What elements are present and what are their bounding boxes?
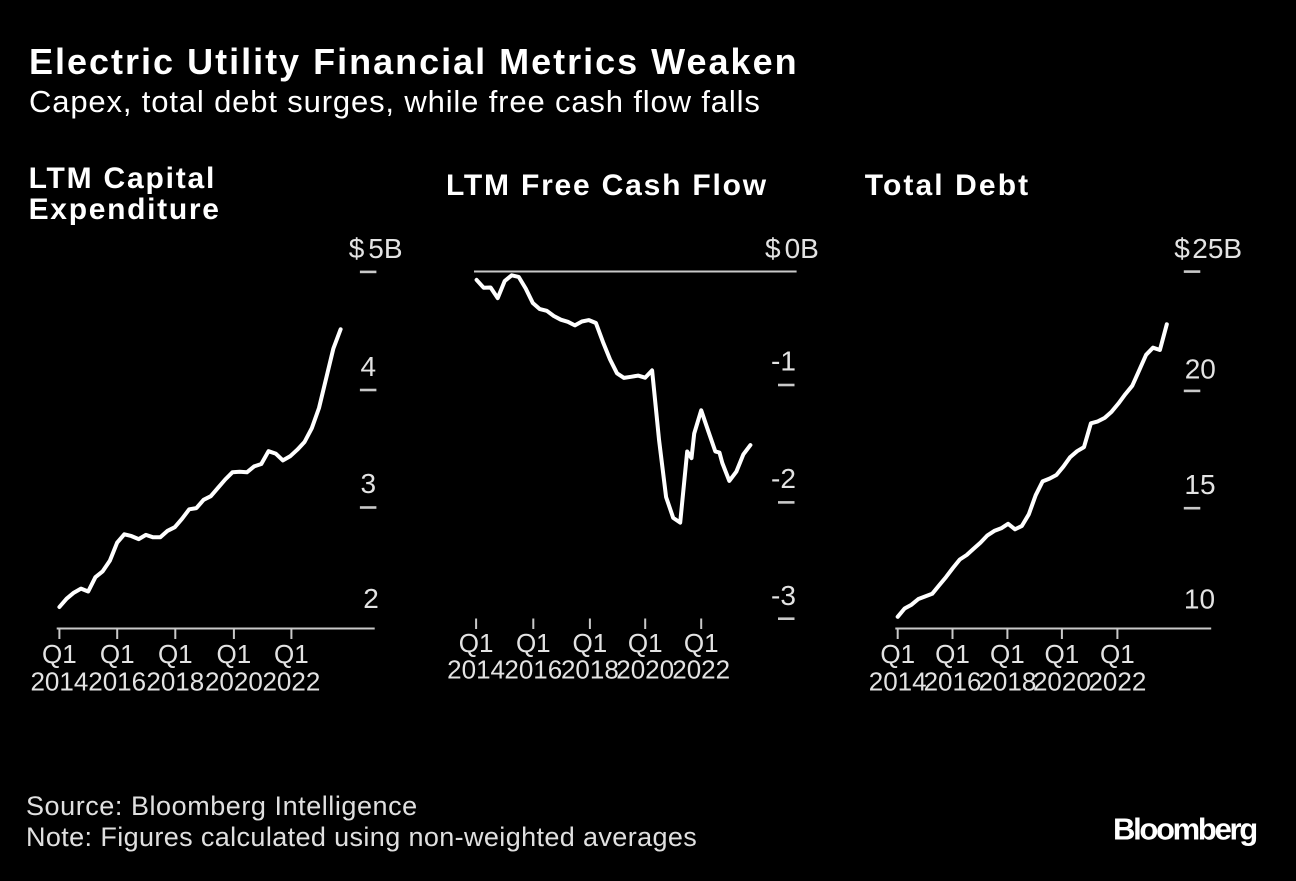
svg-text:$5B: $5B bbox=[349, 233, 403, 264]
svg-text:2014: 2014 bbox=[30, 667, 88, 697]
svg-text:Q1: Q1 bbox=[100, 639, 135, 669]
svg-text:2016: 2016 bbox=[88, 667, 146, 697]
svg-text:20: 20 bbox=[1185, 354, 1216, 385]
svg-text:Q1: Q1 bbox=[274, 639, 309, 669]
svg-text:15: 15 bbox=[1184, 469, 1215, 500]
svg-text:2014: 2014 bbox=[447, 655, 505, 685]
svg-text:Q1: Q1 bbox=[158, 639, 193, 669]
svg-text:2018: 2018 bbox=[561, 655, 619, 685]
svg-text:Q1: Q1 bbox=[684, 628, 719, 658]
svg-text:$25B: $25B bbox=[1174, 233, 1242, 264]
svg-text:2: 2 bbox=[363, 583, 379, 614]
svg-text:2018: 2018 bbox=[146, 667, 204, 697]
svg-text:Capex, total debt surges, whil: Capex, total debt surges, while free cas… bbox=[29, 84, 761, 119]
svg-text:Bloomberg: Bloomberg bbox=[1113, 812, 1256, 847]
svg-text:Q1: Q1 bbox=[573, 628, 608, 658]
svg-text:Q1: Q1 bbox=[516, 628, 551, 658]
svg-text:Total Debt: Total Debt bbox=[865, 169, 1030, 202]
svg-text:3: 3 bbox=[361, 468, 377, 499]
svg-text:Expenditure: Expenditure bbox=[29, 193, 221, 226]
svg-text:Source: Bloomberg Intelligence: Source: Bloomberg Intelligence bbox=[26, 791, 418, 821]
svg-text:4: 4 bbox=[361, 351, 377, 382]
svg-text:2014: 2014 bbox=[869, 667, 927, 697]
svg-text:2016: 2016 bbox=[924, 667, 982, 697]
svg-text:LTM Capital: LTM Capital bbox=[29, 162, 217, 195]
svg-text:Q1: Q1 bbox=[1045, 639, 1080, 669]
svg-text:Q1: Q1 bbox=[217, 639, 252, 669]
svg-text:Note: Figures calculated using: Note: Figures calculated using non-weigh… bbox=[26, 822, 697, 852]
svg-text:Q1: Q1 bbox=[880, 639, 915, 669]
svg-text:2020: 2020 bbox=[205, 667, 263, 697]
svg-text:-1: -1 bbox=[771, 346, 796, 377]
svg-text:LTM Free Cash Flow: LTM Free Cash Flow bbox=[446, 169, 768, 202]
svg-text:Q1: Q1 bbox=[628, 628, 663, 658]
svg-text:2020: 2020 bbox=[1033, 667, 1091, 697]
svg-text:Q1: Q1 bbox=[1100, 639, 1135, 669]
svg-text:10: 10 bbox=[1184, 584, 1215, 615]
svg-text:-2: -2 bbox=[771, 463, 796, 494]
svg-text:Q1: Q1 bbox=[459, 628, 494, 658]
svg-text:$0B: $0B bbox=[765, 233, 819, 264]
svg-text:Electric Utility Financial Met: Electric Utility Financial Metrics Weake… bbox=[29, 41, 799, 82]
svg-text:Q1: Q1 bbox=[990, 639, 1025, 669]
svg-text:-3: -3 bbox=[771, 580, 796, 611]
svg-text:2022: 2022 bbox=[262, 667, 320, 697]
svg-text:2018: 2018 bbox=[978, 667, 1036, 697]
svg-text:Q1: Q1 bbox=[935, 639, 970, 669]
svg-text:2022: 2022 bbox=[1088, 667, 1146, 697]
svg-text:2016: 2016 bbox=[504, 655, 562, 685]
svg-text:2022: 2022 bbox=[672, 655, 730, 685]
svg-text:Q1: Q1 bbox=[42, 639, 77, 669]
svg-text:2020: 2020 bbox=[616, 655, 674, 685]
